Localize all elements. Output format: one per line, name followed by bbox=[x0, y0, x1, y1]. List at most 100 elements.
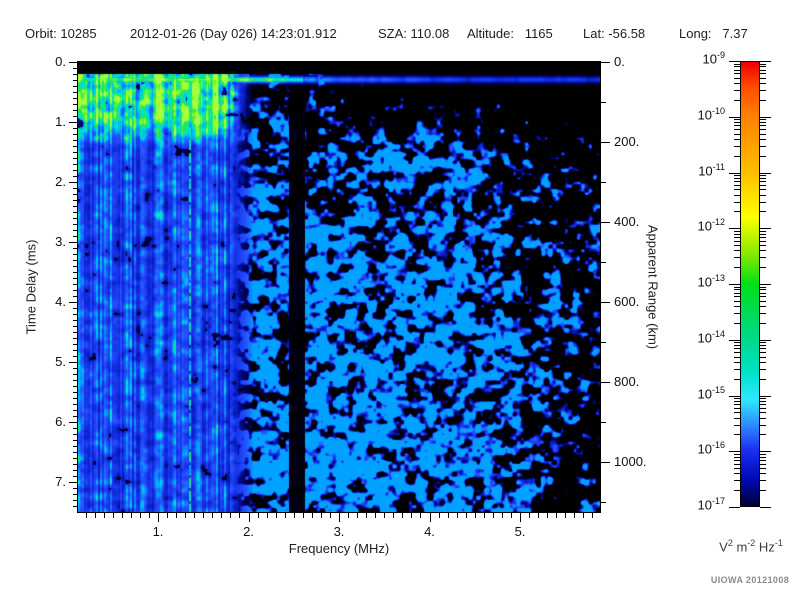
x-minor-tick bbox=[420, 513, 422, 518]
colorbar-minor-tick-right bbox=[760, 73, 766, 75]
x-minor-tick bbox=[185, 513, 187, 518]
y-axis-right-title: Apparent Range (km) bbox=[645, 224, 661, 350]
x-minor-tick bbox=[357, 513, 359, 518]
x-minor-tick bbox=[194, 513, 196, 518]
colorbar-minor-tick-right bbox=[760, 240, 766, 242]
x-minor-tick bbox=[139, 513, 141, 518]
x-minor-tick bbox=[492, 513, 494, 518]
x-minor-tick bbox=[148, 513, 150, 518]
header-lat: Lat: -56.58 bbox=[583, 26, 646, 41]
colorbar-tick-label: 10-10 bbox=[697, 105, 725, 123]
unit-base: Hz bbox=[755, 539, 775, 555]
x-minor-tick bbox=[375, 513, 377, 518]
colorbar-major-tick-right bbox=[760, 116, 771, 118]
y-left-tick-label: 2. bbox=[55, 174, 66, 189]
x-minor-tick bbox=[85, 513, 87, 518]
y-right-minor-tick bbox=[601, 182, 606, 183]
colorbar-minor-tick-right bbox=[760, 63, 766, 65]
colorbar bbox=[740, 61, 760, 507]
colorbar-unit-label: V2 m-2 Hz-1 bbox=[719, 538, 783, 554]
colorbar-minor-tick-right bbox=[760, 345, 766, 347]
y-right-minor-tick bbox=[601, 422, 606, 423]
y-left-tick-label: 0. bbox=[55, 54, 66, 69]
y-right-minor-tick bbox=[601, 102, 606, 103]
colorbar-major-tick-right bbox=[760, 228, 771, 230]
colorbar-minor-tick-right bbox=[760, 361, 766, 363]
y-right-minor-tick bbox=[601, 262, 606, 263]
header-altitude: Altitude: 1165 bbox=[467, 26, 553, 41]
x-minor-tick bbox=[456, 513, 458, 518]
spectrogram-canvas bbox=[78, 62, 600, 512]
colorbar-tick-label: 10-17 bbox=[697, 496, 725, 513]
colorbar-minor-tick-right bbox=[760, 412, 766, 414]
y-right-tick-label: 800. bbox=[614, 374, 640, 389]
colorbar-minor-tick-right bbox=[760, 456, 766, 458]
colorbar-tick-label: 10-11 bbox=[698, 161, 725, 178]
colorbar-minor-tick-right bbox=[760, 201, 766, 203]
colorbar-minor-tick-right bbox=[760, 356, 766, 358]
x-minor-tick bbox=[538, 513, 540, 518]
colorbar-major-tick-left bbox=[729, 228, 740, 230]
colorbar-minor-tick-right bbox=[760, 378, 766, 380]
y-right-tick-label: 200. bbox=[614, 134, 640, 149]
x-tick-label: 3. bbox=[333, 524, 345, 539]
colorbar-major-tick-left bbox=[729, 61, 740, 62]
unit-base: V bbox=[719, 539, 728, 555]
x-major-tick bbox=[248, 513, 250, 522]
colorbar-minor-tick-right bbox=[760, 348, 766, 350]
x-major-tick bbox=[158, 513, 159, 522]
colorbar-tick-label: 10-13 bbox=[697, 273, 725, 290]
colorbar-minor-tick-right bbox=[760, 453, 766, 455]
colorbar-minor-tick-right bbox=[760, 133, 766, 135]
colorbar-minor-tick-right bbox=[760, 473, 766, 475]
colorbar-tick-label: 10-16 bbox=[697, 440, 725, 457]
colorbar-minor-tick-right bbox=[760, 490, 766, 492]
header-orbit: Orbit: 10285 bbox=[25, 26, 97, 41]
colorbar-minor-tick-right bbox=[760, 99, 766, 101]
colorbar-minor-tick-right bbox=[760, 417, 766, 419]
x-minor-tick bbox=[121, 513, 123, 518]
x-minor-tick bbox=[94, 513, 96, 518]
x-minor-tick bbox=[592, 513, 594, 518]
header-sza: SZA: 110.08 bbox=[378, 26, 450, 41]
x-tick-label: 1. bbox=[152, 524, 164, 539]
colorbar-major-tick-left bbox=[729, 284, 740, 285]
colorbar-minor-tick-right bbox=[760, 236, 766, 238]
y-axis-left-title: Time Delay (ms) bbox=[23, 239, 39, 335]
x-minor-tick bbox=[130, 513, 132, 518]
x-minor-tick bbox=[212, 513, 214, 518]
x-minor-tick bbox=[465, 513, 467, 518]
x-minor-tick bbox=[203, 513, 205, 518]
y-right-tick-label: 600. bbox=[614, 294, 640, 309]
colorbar-minor-tick-right bbox=[760, 129, 766, 131]
x-minor-tick bbox=[221, 513, 223, 518]
colorbar-minor-tick-right bbox=[760, 292, 766, 294]
colorbar-minor-tick-right bbox=[760, 368, 766, 370]
x-tick-label: 2. bbox=[243, 524, 254, 539]
x-tick-label: 4. bbox=[424, 524, 435, 539]
colorbar-major-tick-left bbox=[729, 451, 740, 453]
x-major-tick bbox=[429, 513, 431, 522]
colorbar-minor-tick-right bbox=[760, 306, 766, 308]
x-tick-label: 5. bbox=[514, 524, 526, 539]
colorbar-minor-tick-right bbox=[760, 69, 766, 71]
x-minor-tick bbox=[167, 513, 169, 518]
colorbar-minor-tick-right bbox=[760, 322, 766, 324]
y-right-major-tick bbox=[601, 382, 610, 383]
colorbar-minor-tick-right bbox=[760, 155, 766, 157]
colorbar-minor-tick-right bbox=[760, 398, 766, 400]
colorbar-major-tick-right bbox=[760, 339, 771, 341]
colorbar-minor-tick-right bbox=[760, 296, 766, 298]
x-minor-tick bbox=[474, 513, 476, 518]
x-minor-tick bbox=[103, 513, 105, 518]
colorbar-major-tick-left bbox=[729, 395, 740, 397]
colorbar-minor-tick-right bbox=[760, 230, 766, 232]
spectrogram-plot bbox=[77, 61, 601, 513]
x-minor-tick bbox=[510, 513, 512, 518]
colorbar-minor-tick-right bbox=[760, 434, 766, 436]
y-left-tick-label: 5. bbox=[55, 354, 66, 369]
x-minor-tick bbox=[501, 513, 503, 518]
colorbar-minor-tick-right bbox=[760, 194, 766, 196]
colorbar-tick-label: 10-14 bbox=[697, 328, 725, 346]
